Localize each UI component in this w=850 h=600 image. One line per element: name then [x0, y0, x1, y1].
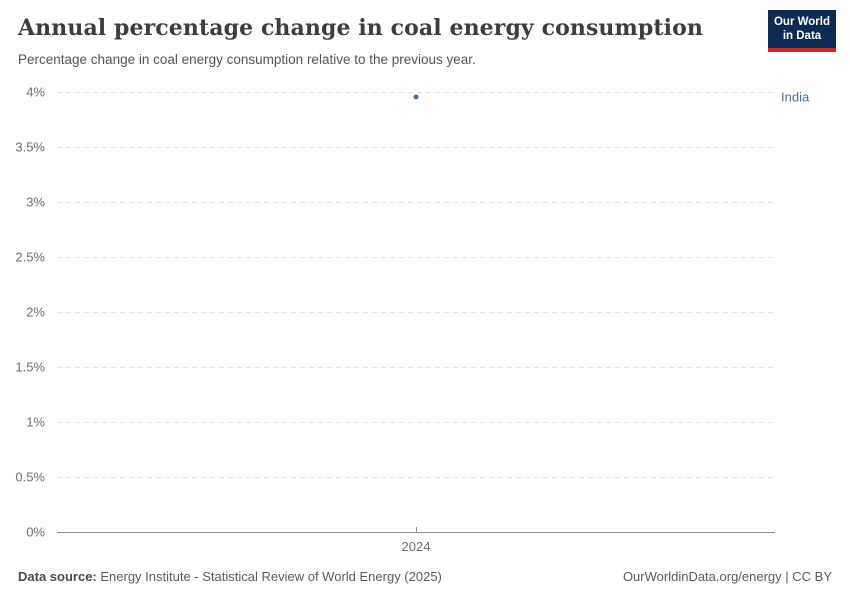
- y-gridline: [57, 421, 775, 423]
- y-gridline: [57, 201, 775, 203]
- y-gridline: [57, 91, 775, 93]
- owid-logo[interactable]: Our World in Data: [768, 10, 836, 52]
- y-tick-label: 0.5%: [15, 469, 45, 484]
- x-tick-label: 2024: [401, 538, 431, 554]
- y-tick-label: 0%: [26, 524, 45, 539]
- chart-title: Annual percentage change in coal energy …: [18, 15, 703, 41]
- y-gridline: [57, 311, 775, 313]
- owid-logo-line2: in Data: [782, 30, 822, 42]
- data-source-text: Energy Institute - Statistical Review of…: [96, 569, 442, 584]
- y-tick-label: 4%: [26, 84, 45, 99]
- chart-subtitle: Percentage change in coal energy consump…: [18, 52, 476, 67]
- y-gridline: [57, 256, 775, 258]
- owid-link[interactable]: OurWorldinData.org/energy | CC BY: [622, 569, 832, 584]
- y-tick-label: 2.5%: [15, 249, 45, 264]
- y-tick-label: 2%: [26, 304, 45, 319]
- entity-label-india[interactable]: India: [781, 89, 810, 105]
- data-source-note: Data source: Energy Institute - Statisti…: [18, 569, 442, 584]
- owid-logo-line1: Our World: [773, 15, 830, 28]
- y-gridline: [57, 476, 775, 478]
- y-tick-label: 1%: [26, 414, 45, 429]
- y-tick-label: 1.5%: [15, 359, 45, 374]
- data-point-india[interactable]: [413, 94, 419, 100]
- data-source-label: Data source:: [18, 569, 97, 584]
- y-tick-label: 3%: [26, 194, 45, 209]
- y-gridline: [57, 146, 775, 148]
- x-tick-mark: [416, 526, 417, 533]
- y-tick-label: 3.5%: [15, 139, 45, 154]
- y-gridline: [57, 366, 775, 368]
